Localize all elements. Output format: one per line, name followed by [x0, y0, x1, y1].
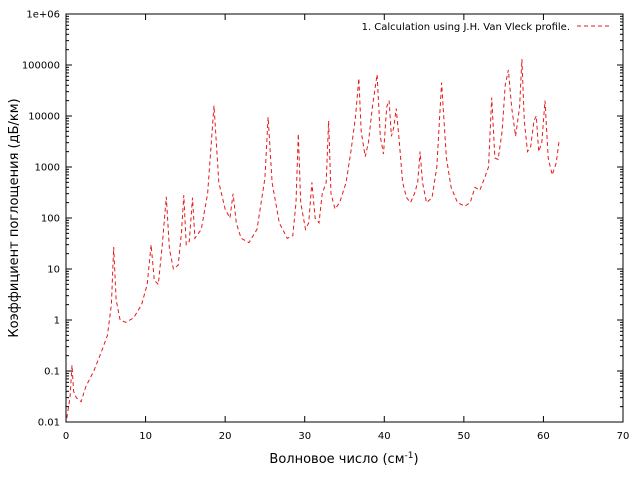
y-tick-label: 1e+06 [26, 10, 60, 21]
x-tick-label: 70 [617, 431, 630, 442]
x-axis-label-superscript: -1 [405, 451, 414, 461]
x-axis-label-close: ) [413, 452, 418, 467]
y-axis-label: Коэффициент поглощения (дБ/км) [7, 98, 22, 337]
x-tick-label: 50 [457, 431, 470, 442]
x-tick-label: 0 [63, 431, 69, 442]
y-tick-label: 0.1 [44, 367, 60, 378]
series-layer [66, 59, 560, 419]
x-axis-label: Волновое число (см-1) [269, 451, 418, 467]
y-tick-label: 1000 [35, 163, 60, 174]
y-tick-label: 10 [47, 265, 60, 276]
y-tick-label: 1 [54, 316, 60, 327]
x-axis-ticks: 0 10 20 30 40 50 60 70 [63, 14, 630, 442]
x-tick-label: 20 [219, 431, 232, 442]
x-tick-label: 30 [298, 431, 311, 442]
x-tick-label: 40 [378, 431, 391, 442]
x-tick-label: 10 [139, 431, 152, 442]
y-tick-label: 100000 [22, 61, 60, 72]
plot-frame [65, 13, 624, 423]
legend-label: 1. Calculation using J.H. Van Vleck prof… [362, 22, 570, 33]
y-tick-label: 100 [41, 214, 60, 225]
x-axis-label-main: Волновое число (см [269, 452, 404, 467]
series-line [66, 59, 560, 419]
x-tick-label: 60 [537, 431, 550, 442]
y-axis-ticks: 0.01 0.1 1 10 100 1000 10000 100000 1e+06 [22, 10, 623, 429]
legend: 1. Calculation using J.H. Van Vleck prof… [362, 22, 612, 33]
y-tick-label: 10000 [28, 112, 60, 123]
y-tick-label: 0.01 [38, 418, 60, 429]
